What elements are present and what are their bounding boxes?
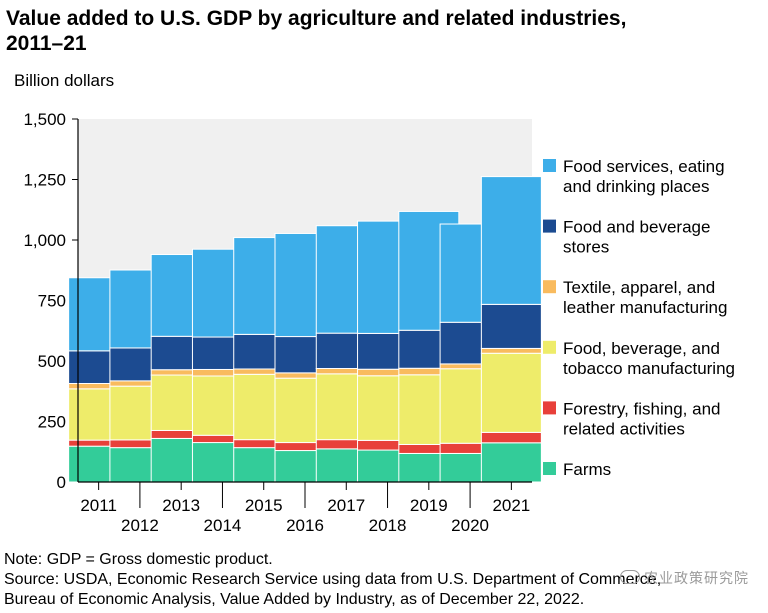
y-tick-label: 750 [38, 292, 66, 311]
x-tick-label: 2014 [204, 516, 242, 535]
legend-swatch [543, 401, 556, 415]
legend-label-line1: Forestry, fishing, and [563, 399, 720, 418]
legend-label-line2: and drinking places [563, 177, 709, 196]
legend-label-line2: leather manufacturing [563, 298, 727, 317]
legend-swatch [543, 159, 556, 172]
legend-label-line2: tobacco manufacturing [563, 359, 735, 378]
legend-label-line1: Food services, eating [563, 157, 725, 176]
x-tick-label: 2021 [492, 496, 530, 515]
bar-segment [480, 352, 542, 433]
legend-label-line1: Textile, apparel, and [563, 278, 715, 297]
legend-label-line1: Farms [563, 460, 611, 479]
legend-label-line1: Food, beverage, and [563, 339, 720, 358]
watermark: 农业政策研究院 [620, 568, 749, 588]
source-text-line-1: Source: USDA, Economic Research Service … [4, 571, 662, 588]
x-tick-label: 2015 [245, 496, 283, 515]
note-text: Note: GDP = Gross domestic product. [4, 551, 273, 568]
legend-label-line2: related activities [563, 419, 685, 438]
bar-segment [480, 431, 542, 444]
chart-title: Value added to U.S. GDP by agriculture a… [6, 7, 627, 55]
x-tick-label: 2013 [162, 496, 200, 515]
legend-label-line2: stores [563, 238, 609, 257]
x-tick-label: 2012 [121, 516, 159, 535]
y-tick-label: 0 [57, 473, 66, 492]
y-tick-label: 1,500 [23, 110, 66, 129]
x-tick-label: 2011 [80, 496, 117, 515]
legend-swatch [543, 340, 556, 354]
bar-segment [480, 176, 542, 305]
x-tick-label: 2018 [369, 516, 407, 535]
x-tick-label: 2020 [451, 516, 489, 535]
source-text-line-2: Bureau of Economic Analysis, Value Added… [4, 591, 585, 608]
y-tick-label: 250 [38, 413, 66, 432]
x-tick-label: 2016 [286, 516, 324, 535]
bar-segment [480, 303, 542, 349]
bar-segment [480, 442, 542, 483]
legend-swatch [543, 280, 556, 294]
stacked-bar-chart: 02505007501,0001,2501,500201120122013201… [23, 110, 735, 535]
bar-segment [480, 347, 542, 354]
y-tick-label: 500 [38, 352, 66, 371]
wechat-icon [620, 570, 640, 584]
legend-swatch [543, 462, 556, 475]
chart-notes: Note: GDP = Gross domestic product. Sour… [4, 550, 764, 610]
legend-swatch [543, 219, 556, 233]
x-tick-label: 2019 [410, 496, 448, 515]
x-tick-label: 2017 [327, 496, 365, 515]
legend-label-line1: Food and beverage [563, 218, 710, 237]
watermark-text: 农业政策研究院 [644, 570, 749, 586]
y-tick-label: 1,250 [23, 171, 66, 190]
y-tick-label: 1,000 [23, 231, 66, 250]
y-axis-unit-label: Billion dollars [14, 71, 115, 90]
